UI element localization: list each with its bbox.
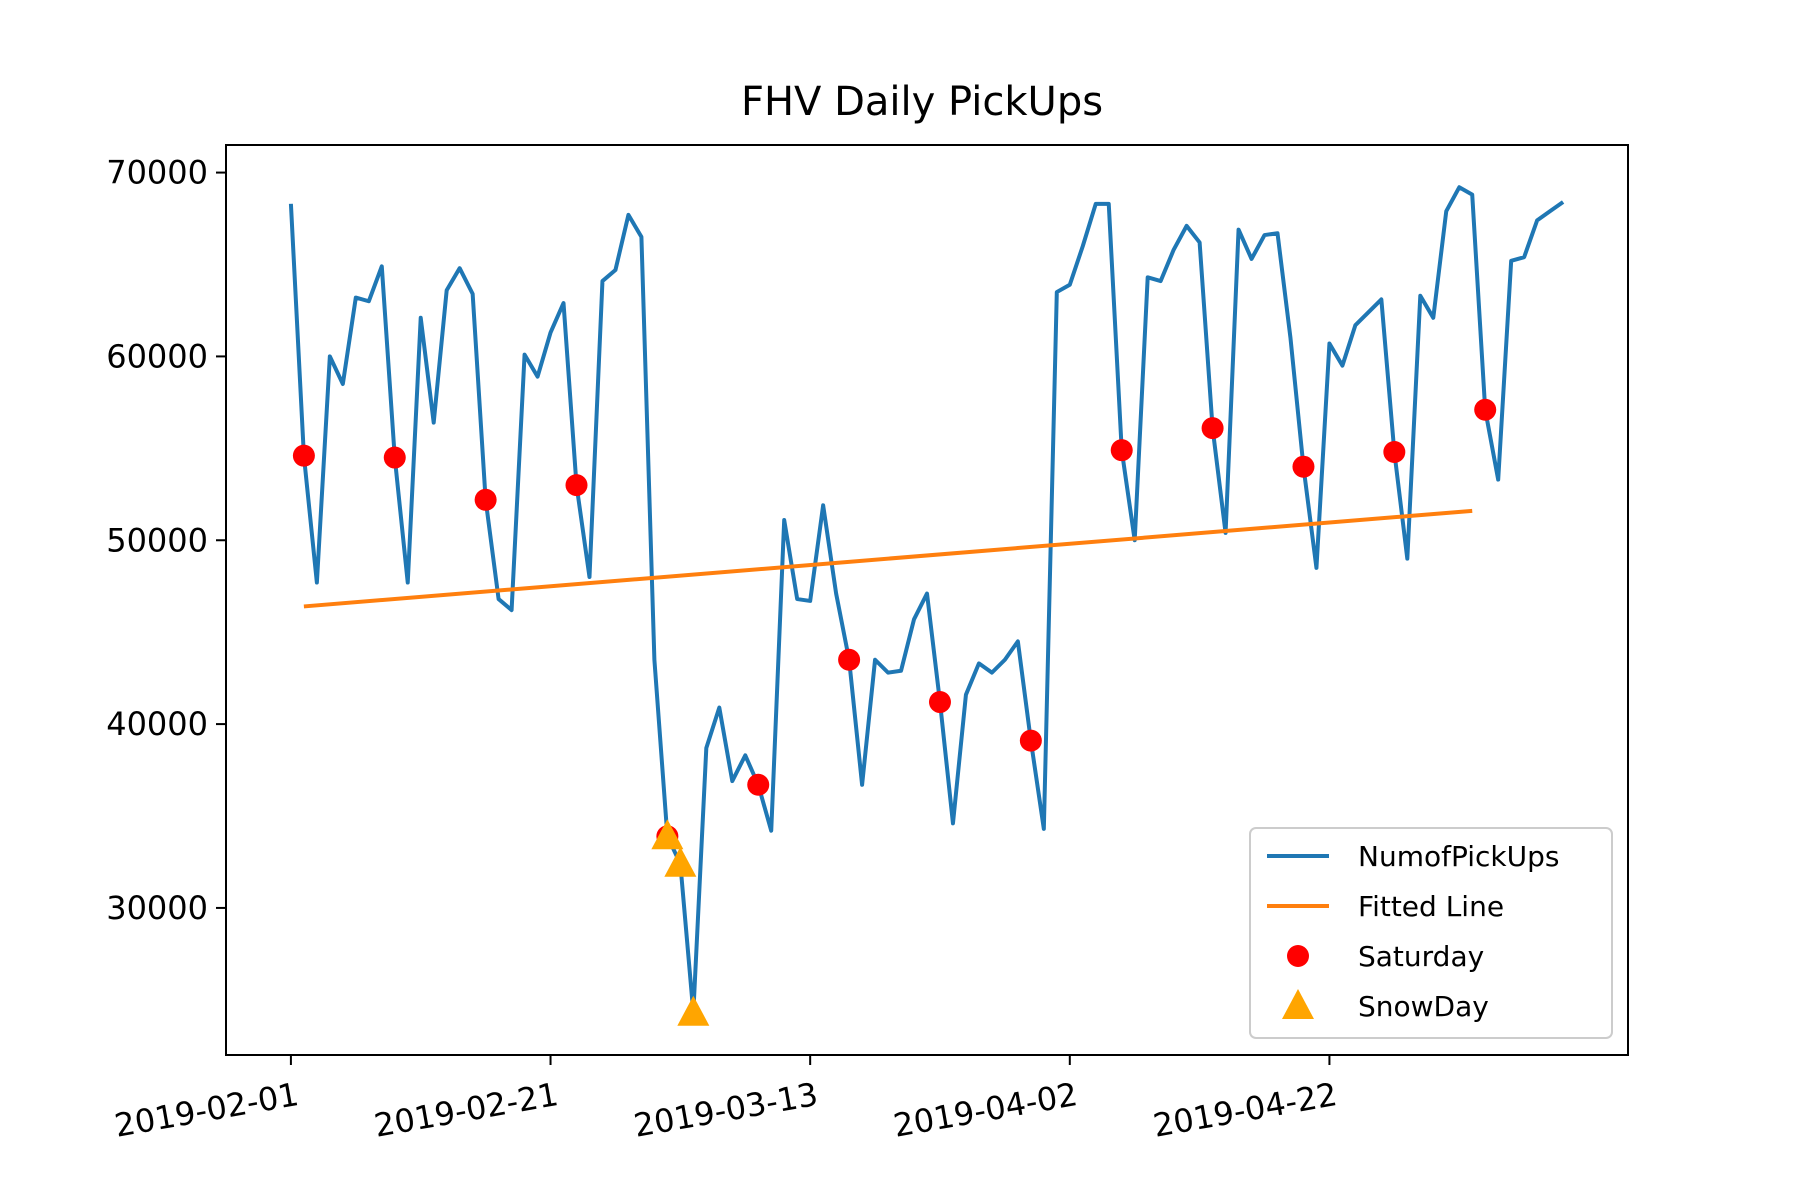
saturday-point <box>1474 398 1497 421</box>
plot-series <box>288 185 1565 1026</box>
saturday-point <box>747 773 770 796</box>
saturday-point <box>474 488 497 511</box>
saturday-point <box>838 648 861 671</box>
saturday-point <box>565 474 588 497</box>
plot-frame <box>225 144 1629 1056</box>
saturday-point <box>383 446 406 469</box>
series-fitted-line <box>303 508 1473 609</box>
snowday-point <box>677 995 710 1026</box>
saturday-point <box>1110 439 1133 462</box>
series-numofpickups-line <box>288 185 1565 1015</box>
legend: NumofPickUps Fitted Line Saturday SnowDay <box>1249 827 1613 1039</box>
saturday-point <box>1019 729 1042 752</box>
saturday-point <box>1292 455 1315 478</box>
y-tick-label: 50000 <box>106 521 208 559</box>
legend-label-saturday: Saturday <box>1358 940 1484 973</box>
legend-swatch-saturday <box>1287 945 1309 967</box>
saturday-point <box>292 444 315 467</box>
saturday-point <box>1201 417 1224 440</box>
y-tick-label: 60000 <box>106 337 208 375</box>
legend-swatch-snowday <box>1282 989 1314 1019</box>
legend-label-numofpickups: NumofPickUps <box>1358 840 1559 873</box>
snowday-point <box>651 819 684 850</box>
y-tick-label: 40000 <box>106 705 208 743</box>
legend-box <box>1249 827 1613 1039</box>
y-tick-label: 30000 <box>106 889 208 927</box>
saturday-point <box>1383 441 1406 464</box>
legend-label-fitted-line: Fitted Line <box>1358 890 1504 923</box>
y-tick-label: 70000 <box>106 154 208 192</box>
saturday-point <box>928 691 951 714</box>
legend-label-snowday: SnowDay <box>1358 990 1489 1023</box>
plot-area <box>288 185 1565 1026</box>
snowday-point <box>664 846 697 877</box>
chart-title: FHV Daily PickUps <box>741 79 1103 125</box>
